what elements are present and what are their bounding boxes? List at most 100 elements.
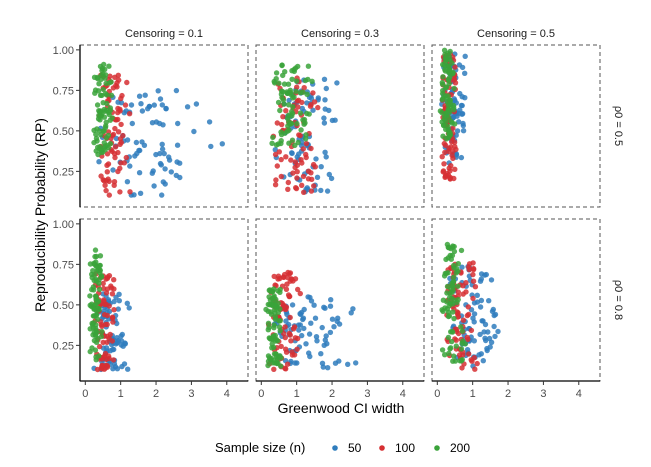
data-point-n50 — [103, 345, 110, 351]
data-point-n100 — [118, 160, 124, 166]
x-tick-label: 3 — [188, 388, 194, 400]
data-point-n200 — [277, 318, 283, 324]
data-point-n50 — [314, 338, 320, 344]
data-point-n50 — [323, 333, 329, 339]
data-point-n50 — [459, 111, 465, 117]
data-point-n50 — [306, 350, 312, 356]
data-point-n50 — [156, 120, 163, 127]
data-point-n50 — [296, 327, 302, 333]
y-tick-label: 1.00 — [53, 219, 74, 231]
data-point-n50 — [153, 151, 159, 158]
data-point-n200 — [98, 149, 105, 155]
data-point-n100 — [311, 183, 317, 189]
data-point-n200 — [455, 261, 461, 267]
data-point-n100 — [470, 271, 476, 278]
data-point-n50 — [96, 159, 102, 165]
data-point-n50 — [458, 154, 465, 161]
data-point-n50 — [110, 167, 116, 173]
data-point-n50 — [353, 360, 359, 366]
data-point-n50 — [159, 192, 165, 198]
data-point-n100 — [100, 280, 106, 287]
data-point-n200 — [439, 90, 446, 97]
data-point-n200 — [295, 139, 301, 146]
data-point-n200 — [108, 92, 115, 99]
data-point-n200 — [102, 90, 109, 97]
data-point-n100 — [465, 304, 471, 310]
data-point-n200 — [285, 81, 292, 87]
data-point-n50 — [142, 92, 148, 98]
data-point-n100 — [463, 289, 469, 295]
data-point-n200 — [450, 107, 457, 113]
data-point-n100 — [299, 182, 305, 188]
data-point-n200 — [277, 107, 283, 114]
data-point-n100 — [292, 276, 299, 282]
axes: 0.25 0.50 0.75 1.00 0.25 0.50 0.75 1.00 0 1 2 3 4 0 1 2… — [53, 45, 600, 400]
data-point-n50 — [136, 147, 142, 154]
data-point-n100 — [454, 309, 460, 315]
data-point-n50 — [312, 315, 319, 321]
data-point-n50 — [454, 128, 461, 134]
data-point-n50 — [173, 87, 180, 94]
facet-panel-r1-c0 — [79, 218, 249, 382]
data-point-n100 — [297, 290, 303, 297]
data-point-n100 — [111, 151, 118, 157]
data-point-n100 — [276, 149, 282, 155]
data-point-n100 — [283, 286, 290, 292]
x-tick-label: 2 — [153, 388, 159, 400]
data-point-n50 — [115, 99, 121, 105]
data-point-n50 — [471, 338, 477, 344]
data-point-n100 — [104, 321, 110, 328]
legend: Sample size (n) 50 100 200 — [215, 440, 470, 455]
data-point-n200 — [266, 355, 273, 361]
data-point-n50 — [139, 108, 146, 114]
column-strip-label: Censoring = 0.1 — [125, 28, 203, 40]
data-point-n50 — [298, 311, 304, 318]
data-point-n100 — [452, 144, 458, 150]
data-point-n200 — [93, 135, 100, 142]
data-point-n200 — [102, 143, 109, 149]
data-point-n200 — [445, 313, 452, 320]
data-point-n50 — [128, 102, 135, 108]
data-point-n50 — [325, 365, 331, 371]
data-point-n100 — [100, 339, 106, 346]
data-point-n200 — [103, 123, 109, 129]
y-tick-label: 0.50 — [53, 300, 74, 312]
data-point-n50 — [159, 102, 165, 108]
data-point-n200 — [454, 266, 460, 272]
data-point-n100 — [122, 102, 129, 108]
data-point-n100 — [109, 314, 116, 320]
data-point-n100 — [117, 141, 123, 147]
data-point-n200 — [281, 81, 288, 87]
data-point-n200 — [94, 102, 101, 108]
data-point-n50 — [149, 120, 156, 126]
data-point-n100 — [274, 120, 280, 126]
data-point-n200 — [273, 351, 279, 357]
y-tick-label: 0.25 — [53, 340, 74, 352]
data-point-n200 — [290, 104, 296, 110]
data-point-n100 — [102, 301, 108, 308]
data-point-n200 — [297, 110, 304, 116]
data-point-n50 — [133, 139, 140, 146]
data-point-n50 — [158, 162, 164, 168]
data-point-n50 — [137, 190, 144, 196]
data-point-n100 — [102, 182, 108, 188]
data-point-n50 — [327, 329, 334, 336]
data-point-n100 — [294, 175, 300, 181]
data-point-n50 — [113, 135, 120, 142]
data-point-n50 — [327, 303, 334, 309]
data-point-n50 — [488, 277, 495, 283]
data-point-n100 — [285, 186, 291, 192]
data-point-n200 — [92, 247, 99, 253]
data-point-n200 — [269, 341, 275, 347]
data-point-n200 — [279, 62, 285, 68]
data-point-n100 — [124, 79, 130, 86]
data-point-n100 — [103, 187, 109, 194]
data-point-n50 — [219, 141, 225, 147]
data-point-n50 — [328, 297, 334, 303]
data-point-n200 — [99, 328, 105, 335]
data-point-n200 — [439, 96, 445, 103]
data-point-n50 — [491, 323, 497, 330]
data-point-n200 — [96, 277, 102, 283]
data-point-n100 — [112, 144, 119, 150]
data-point-n200 — [269, 140, 275, 146]
